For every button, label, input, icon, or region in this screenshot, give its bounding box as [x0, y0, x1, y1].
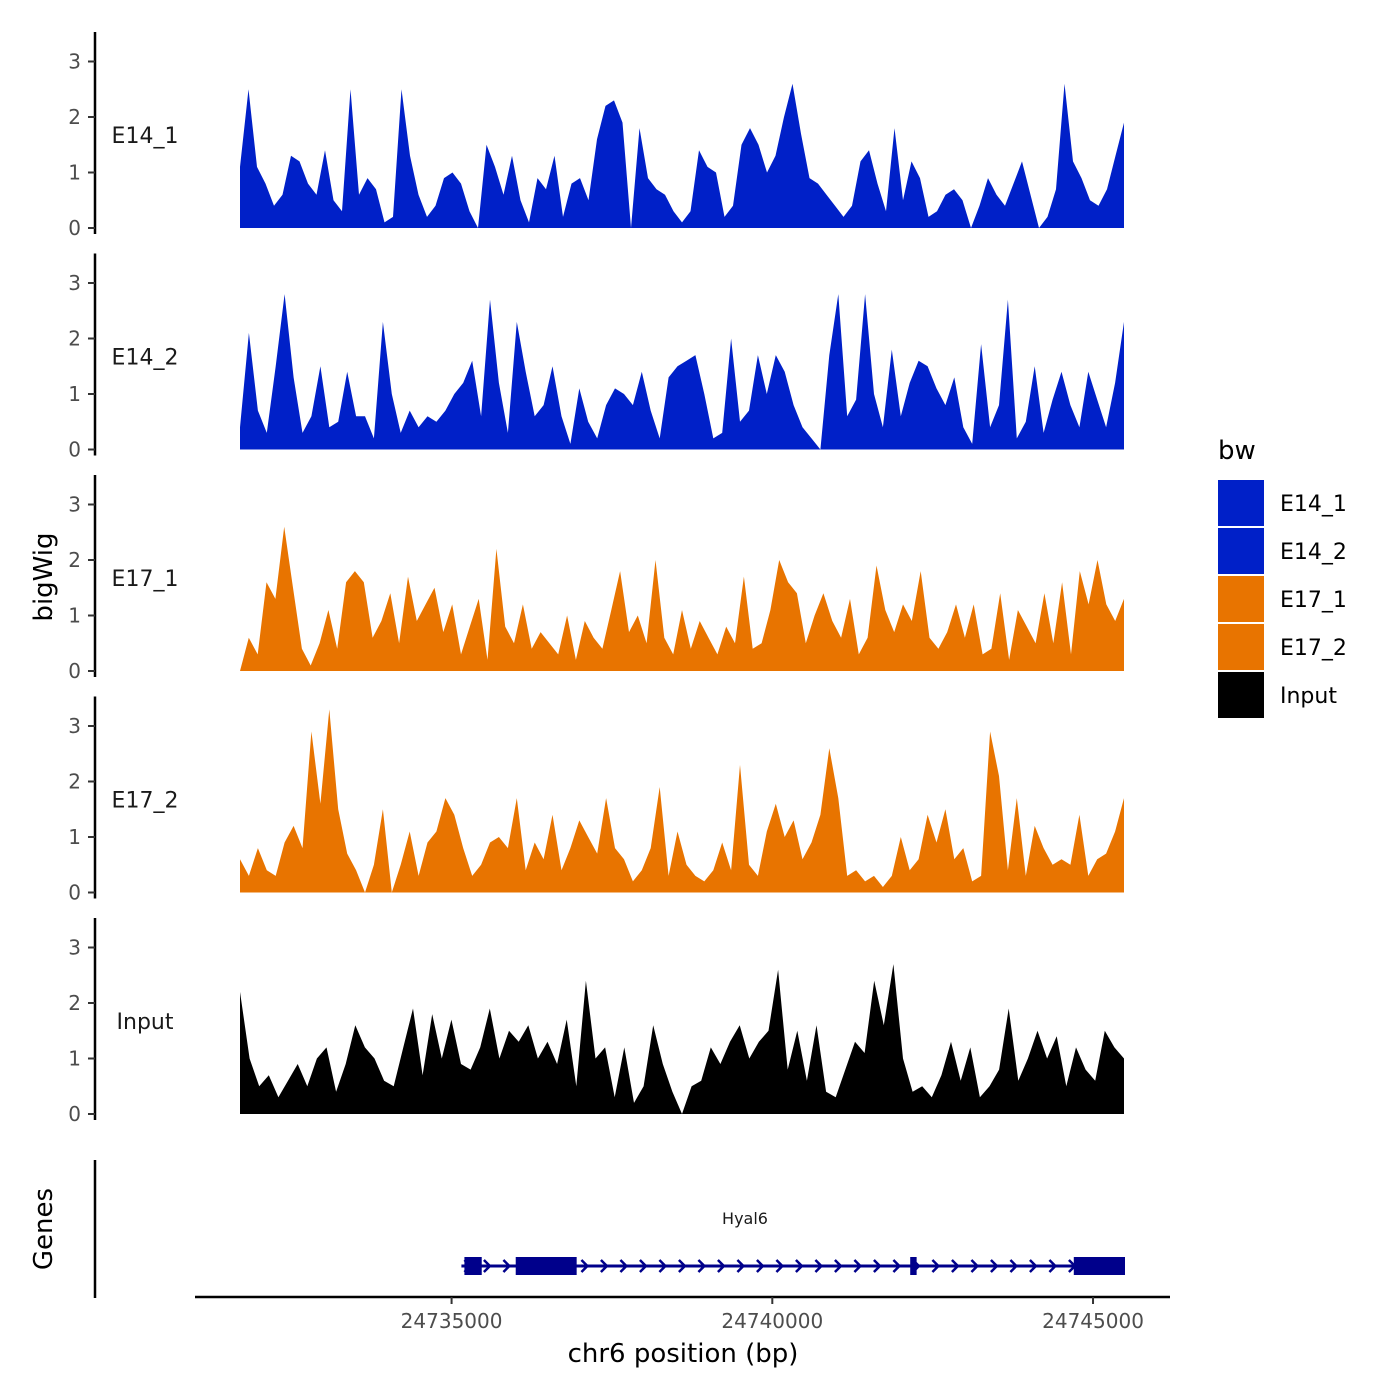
strand-arrow-icon [775, 1259, 785, 1273]
strand-arrow-icon [600, 1259, 609, 1273]
y-tick-label: 3 [68, 936, 81, 960]
strand-arrow-icon [1048, 1259, 1058, 1273]
strand-arrow-icon [483, 1259, 492, 1273]
strand-arrow-icon [951, 1259, 960, 1273]
y-tick-label: 3 [68, 50, 81, 74]
x-tick-label: 24745000 [1042, 1309, 1144, 1333]
strand-arrow-icon [658, 1259, 668, 1273]
y-tick-label: 0 [68, 216, 81, 240]
strand-arrow-icon [931, 1259, 941, 1273]
strand-arrow-icon [1029, 1259, 1038, 1273]
gene-Hyal6: Hyal6 [461, 1209, 1125, 1275]
legend-swatch [1218, 672, 1264, 718]
x-tick-label: 24740000 [721, 1309, 823, 1333]
y-tick-label: 3 [68, 271, 81, 295]
legend: bw E14_1 E14_2 E17_1 E17_2 Input [1218, 436, 1347, 718]
legend-label: E17_1 [1280, 588, 1347, 613]
y-tick-label: 1 [68, 161, 81, 185]
strand-arrow-icon [795, 1259, 804, 1273]
track-Input: 0 1 2 3 Input [68, 918, 1124, 1126]
track-label-E14_2: E14_2 [112, 346, 179, 371]
strand-arrow-icon [834, 1259, 843, 1273]
y-tick-label: 2 [68, 327, 81, 351]
legend-item-E17_2: E17_2 [1218, 624, 1347, 670]
gene-name-label: Hyal6 [722, 1209, 768, 1228]
strand-arrow-icon [736, 1259, 746, 1273]
legend-swatch [1218, 576, 1264, 622]
track-E17_2: 0 1 2 3 E17_2 [68, 696, 1124, 905]
legend-item-E14_2: E14_2 [1218, 528, 1347, 574]
y-tick-label: 0 [68, 1102, 81, 1126]
gene-panel: Hyal6 [93, 1160, 1125, 1298]
y-tick-label: 0 [68, 438, 81, 462]
legend-swatch [1218, 624, 1264, 670]
x-tick-label: 24735000 [401, 1309, 503, 1333]
strand-arrow-icon [990, 1259, 999, 1273]
strand-arrow-icon [697, 1259, 707, 1273]
y-tick-label: 1 [68, 382, 81, 406]
x-axis-title: chr6 position (bp) [568, 1339, 799, 1369]
strand-arrow-icon [580, 1259, 590, 1273]
strand-arrow-icon [756, 1259, 765, 1273]
legend-item-E17_1: E17_1 [1218, 576, 1347, 622]
track-label-Input: Input [117, 1010, 174, 1035]
gene-exon [1073, 1257, 1125, 1275]
y-tick-label: 1 [68, 604, 81, 628]
track-label-E17_2: E17_2 [112, 789, 179, 814]
signal-area-E17_1 [240, 526, 1124, 671]
x-axis: 24735000 24740000 24745000 [195, 1295, 1170, 1333]
tracks-layer: 0 1 2 3 E14_1 0 1 2 3 E14_2 0 1 2 3 E17_1 0 1 2 3 E17_2 0 1 2 3… [68, 32, 1124, 1126]
gene-panel-title: Genes [29, 1188, 59, 1270]
gene-exon [910, 1257, 917, 1275]
strand-arrow-icon [717, 1259, 726, 1273]
signal-area-E17_2 [240, 709, 1124, 893]
strand-arrow-icon [814, 1259, 824, 1273]
track-E14_2: 0 1 2 3 E14_2 [68, 253, 1124, 462]
gene-exon [515, 1257, 577, 1275]
legend-item-E14_1: E14_1 [1218, 480, 1347, 526]
y-tick-label: 3 [68, 493, 81, 517]
legend-title: bw [1218, 436, 1256, 466]
legend-label: E14_1 [1280, 492, 1347, 517]
legend-label: E17_2 [1280, 636, 1347, 661]
strand-arrow-icon [1009, 1259, 1019, 1273]
signal-area-Input [240, 964, 1124, 1114]
legend-swatch [1218, 528, 1264, 574]
y-tick-label: 1 [68, 1047, 81, 1071]
y-axis-title: bigWig [29, 532, 59, 621]
strand-arrow-icon [502, 1259, 512, 1273]
y-tick-label: 3 [68, 714, 81, 738]
strand-arrow-icon [639, 1259, 648, 1273]
strand-arrow-icon [970, 1259, 980, 1273]
y-tick-label: 2 [68, 105, 81, 129]
legend-swatch [1218, 480, 1264, 526]
track-E14_1: 0 1 2 3 E14_1 [68, 32, 1124, 240]
legend-item-Input: Input [1218, 672, 1337, 718]
strand-arrow-icon [678, 1259, 687, 1273]
strand-arrow-icon [619, 1259, 629, 1273]
signal-area-E14_1 [240, 83, 1124, 228]
signal-area-E14_2 [240, 294, 1124, 450]
legend-label: E14_2 [1280, 540, 1347, 565]
strand-arrow-icon [853, 1259, 863, 1273]
y-tick-label: 0 [68, 881, 81, 905]
strand-arrow-icon [873, 1259, 882, 1273]
gene-exon [464, 1257, 482, 1275]
y-tick-label: 1 [68, 825, 81, 849]
legend-label: Input [1280, 684, 1337, 709]
track-label-E14_1: E14_1 [112, 124, 179, 149]
y-tick-label: 2 [68, 991, 81, 1015]
y-tick-label: 2 [68, 548, 81, 572]
track-E17_1: 0 1 2 3 E17_1 [68, 475, 1124, 683]
strand-arrow-icon [892, 1259, 902, 1273]
y-tick-label: 0 [68, 659, 81, 683]
y-tick-label: 2 [68, 770, 81, 794]
track-label-E17_1: E17_1 [112, 567, 179, 592]
